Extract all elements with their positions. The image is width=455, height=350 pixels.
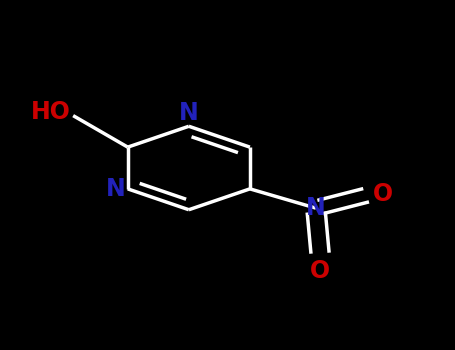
Text: O: O <box>373 182 393 206</box>
Text: N: N <box>179 100 199 125</box>
Text: N: N <box>306 196 326 220</box>
Text: HO: HO <box>31 100 71 124</box>
Text: N: N <box>106 177 126 201</box>
Text: O: O <box>310 259 330 283</box>
